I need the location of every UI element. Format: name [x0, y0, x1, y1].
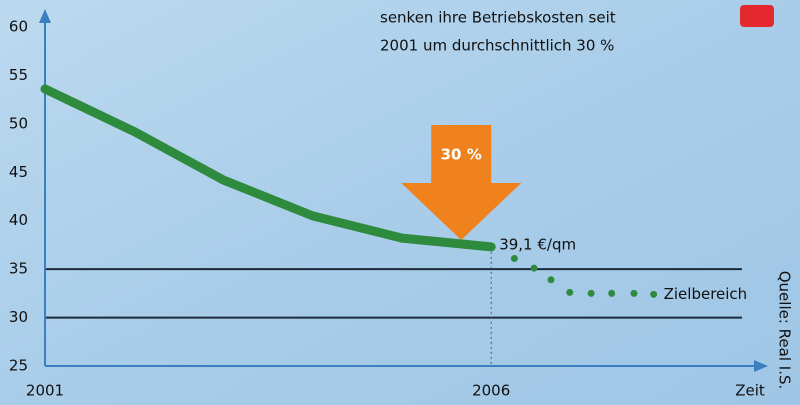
- point: [511, 255, 518, 262]
- x-tick-label: 2001: [26, 382, 64, 400]
- y-tick-label: 60: [9, 18, 28, 36]
- point: [650, 291, 657, 298]
- source: Quelle: Real I.S.: [776, 271, 794, 390]
- x-axis-label: Zeit: [735, 382, 765, 400]
- end-label: 39,1 €/qm: [499, 235, 576, 253]
- chart: senken ihre Betriebskosten seit 2001 um …: [0, 0, 800, 405]
- header-line: 2001 um durchschnittlich 30 %: [380, 37, 614, 55]
- point: [608, 290, 615, 297]
- point: [588, 290, 595, 297]
- y-tick-label: 25: [9, 357, 28, 375]
- y-tick-label: 35: [9, 260, 28, 278]
- point: [566, 289, 573, 296]
- logo: [740, 5, 774, 27]
- arrow-label: 30 %: [441, 146, 482, 164]
- point: [547, 276, 554, 283]
- y-tick-label: 45: [9, 163, 28, 181]
- point: [531, 265, 538, 272]
- y-tick-label: 40: [9, 211, 28, 229]
- y-tick-label: 55: [9, 66, 28, 84]
- y-tick-label: 50: [9, 114, 28, 132]
- header-line: senken ihre Betriebskosten seit: [380, 9, 616, 27]
- target-label: Zielbereich: [664, 285, 748, 303]
- x-tick-label: 2006: [472, 382, 510, 400]
- point: [630, 290, 637, 297]
- y-tick-label: 30: [9, 308, 28, 326]
- background: [0, 0, 800, 405]
